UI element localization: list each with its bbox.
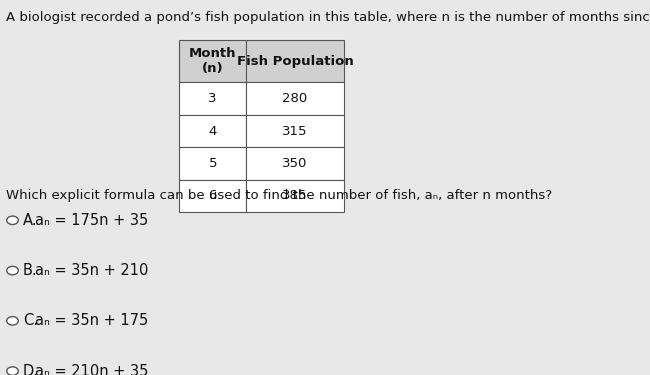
FancyBboxPatch shape [179, 147, 246, 180]
FancyBboxPatch shape [246, 40, 344, 82]
Text: 280: 280 [282, 92, 307, 105]
Text: Fish Population: Fish Population [237, 55, 354, 68]
Circle shape [6, 367, 18, 375]
Text: 4: 4 [209, 124, 217, 138]
Text: 3: 3 [209, 92, 217, 105]
FancyBboxPatch shape [179, 82, 246, 115]
FancyBboxPatch shape [246, 147, 344, 180]
FancyBboxPatch shape [246, 82, 344, 115]
FancyBboxPatch shape [179, 115, 246, 147]
Text: A biologist recorded a pond’s fish population in this table, where n is the numb: A biologist recorded a pond’s fish popul… [6, 11, 650, 24]
Text: aₙ = 175n + 35: aₙ = 175n + 35 [34, 213, 148, 228]
Text: 385: 385 [282, 189, 307, 202]
Text: aₙ = 210n + 35: aₙ = 210n + 35 [34, 364, 148, 375]
FancyBboxPatch shape [246, 180, 344, 212]
Circle shape [6, 316, 18, 325]
Text: 315: 315 [282, 124, 308, 138]
Text: B.: B. [23, 263, 37, 278]
Text: Which explicit formula can be used to find the number of fish, aₙ, after n month: Which explicit formula can be used to fi… [6, 189, 552, 202]
FancyBboxPatch shape [179, 180, 246, 212]
Text: D.: D. [23, 364, 39, 375]
Text: 6: 6 [209, 189, 217, 202]
Text: 350: 350 [282, 157, 307, 170]
Circle shape [6, 266, 18, 275]
Text: C.: C. [23, 314, 38, 328]
Text: aₙ = 35n + 210: aₙ = 35n + 210 [34, 263, 148, 278]
Text: 5: 5 [209, 157, 217, 170]
FancyBboxPatch shape [246, 115, 344, 147]
Text: A.: A. [23, 213, 37, 228]
FancyBboxPatch shape [179, 40, 246, 82]
Circle shape [6, 216, 18, 225]
Text: aₙ = 35n + 175: aₙ = 35n + 175 [34, 314, 148, 328]
Text: Month
(n): Month (n) [189, 47, 237, 75]
